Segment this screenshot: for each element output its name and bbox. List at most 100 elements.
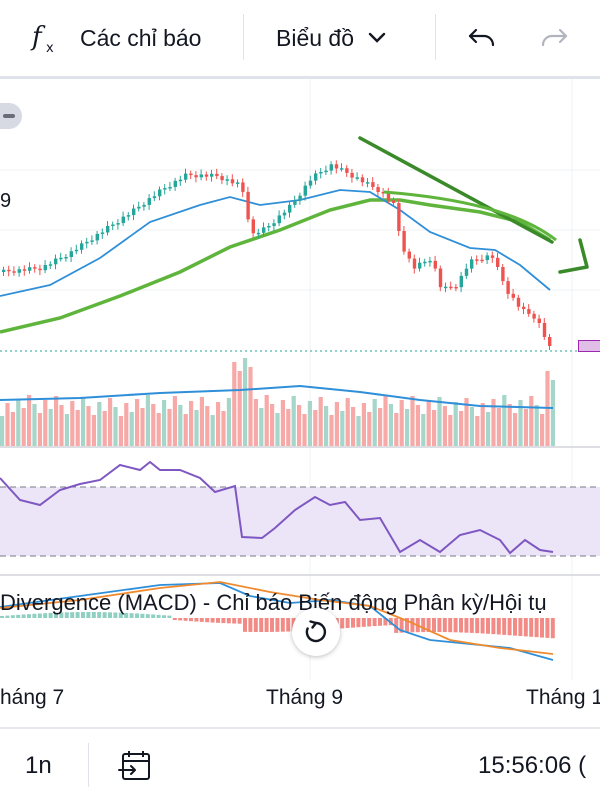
indicators-button[interactable]: f x Các chỉ báo [30,0,201,76]
volume-bar [0,416,5,446]
candle [272,219,276,231]
candle [397,199,401,236]
candle [215,168,219,180]
macd-bar [275,618,280,632]
x-axis-label: Tháng 1 [526,686,600,709]
macd-bar [86,612,91,618]
volume-bar [237,371,242,446]
macd-bar [113,612,118,618]
candle [132,204,136,221]
volume-bar [226,398,231,446]
candle [303,181,307,201]
candle [59,252,63,262]
macd-bar [448,618,453,633]
reset-icon [302,618,330,646]
candle [22,265,27,276]
chart-canvas[interactable] [0,79,600,719]
macd-bar [108,612,112,618]
macd-bar [75,612,80,618]
macd-bar [102,612,107,618]
volume-bar [318,397,323,446]
volume-bar [75,410,80,446]
candle [459,271,463,293]
candle [12,266,16,276]
volume-bar [394,413,399,446]
candle [158,186,162,201]
candle [163,184,167,195]
macd-bar [410,618,415,633]
chart-area[interactable] [0,79,600,719]
volume-bar [81,397,86,446]
clock-time[interactable]: 15:56:06 ( [478,729,586,802]
chart-type-button[interactable]: Biểu đồ [276,0,386,76]
macd-indicator-title[interactable]: Divergence (MACD) - Chỉ báo Biến động Ph… [0,590,547,615]
macd-bar [475,618,480,634]
interval-button[interactable]: 1n [25,729,52,802]
candle [433,255,437,272]
volume-bar [10,412,15,446]
candle [314,170,318,185]
ma-short-line [0,189,551,297]
candle [464,263,469,279]
macd-bar [37,613,42,618]
macd-bar [145,614,150,618]
volume-bar [118,416,123,446]
volume-bar [140,408,145,446]
candle [371,177,375,191]
date-range-button[interactable] [117,729,153,802]
macd-bar [232,618,237,624]
volume-bar [162,400,167,446]
macd-bar [199,618,204,622]
candle [392,197,396,207]
macd-bar [32,613,37,618]
macd-bar [540,618,544,638]
x-axis-label: háng 7 [0,686,65,709]
candle [194,171,198,183]
volume-bar [178,405,183,446]
x-axis-label: Tháng 9 [266,686,344,709]
volume-bar [388,404,393,446]
macd-bar [502,618,507,635]
top-toolbar: f x Các chỉ báo Biểu đồ [0,0,600,76]
volume-bar [183,414,188,446]
candle [241,178,245,197]
macd-bar [70,612,75,618]
macd-bar [361,618,366,627]
volume-bar [102,411,107,446]
candle [236,179,240,188]
candle [334,160,339,174]
volume-bar [210,415,215,446]
volume-bar [54,396,59,446]
macd-bar [469,618,474,633]
redo-button[interactable] [540,0,570,76]
candle [267,222,271,232]
function-fx-icon: f x [30,20,64,56]
macd-bar [264,618,269,632]
candle [485,252,489,265]
undo-button[interactable] [466,0,496,76]
volume-bar [437,397,442,446]
macd-bar [183,618,188,621]
candle [324,165,328,176]
volume-bar [340,411,345,446]
macd-bar [394,618,399,633]
candle [475,255,479,265]
volume-bar [518,400,523,446]
volume-bar [513,413,518,446]
macd-bar [178,618,183,621]
macd-bar [486,618,490,634]
volume-bar [64,414,69,446]
volume-bar [302,414,307,446]
volume-bar [167,409,172,446]
candle [277,210,281,227]
candle [470,256,474,273]
candle [90,235,94,245]
volume-bar [253,399,258,446]
reset-chart-button[interactable] [292,608,340,656]
candle [345,165,349,177]
candle [444,282,448,293]
macd-bar [237,618,242,624]
volume-bar [372,399,377,446]
trend-arrow-drawing[interactable] [358,136,589,274]
collapse-handle[interactable] [0,103,22,129]
